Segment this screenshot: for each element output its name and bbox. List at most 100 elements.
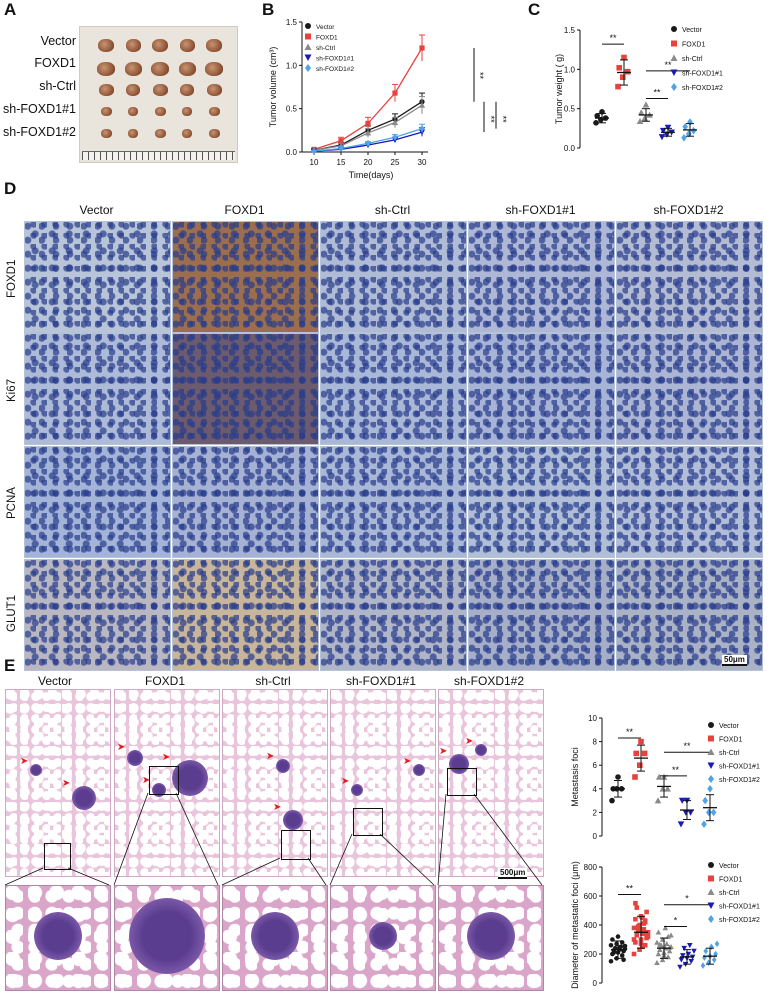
marker-sh-foxd1-2-legend [708,775,714,783]
marker-vector-point [594,112,600,119]
marker-sh-foxd1-1-point [691,948,697,954]
marker-sh-ctrl-point [641,114,649,121]
tumor-sample [208,129,220,138]
marker-sh-ctrl-legend [670,54,678,61]
panel-e-col-labels: Vector FOXD1 sh-Ctrl sh-FOXD1#1 sh-FOXD1… [5,674,545,690]
tumor-sample [205,61,223,76]
marker-sh-foxd1-1-legend [670,69,678,76]
e1-y-tick-label: 8 [593,738,598,747]
tumor-sample [182,106,192,116]
row-label-vector: Vector [40,34,76,48]
lung-zoom-image [330,885,436,991]
col-label-sh-ctrl: sh-Ctrl [374,203,411,217]
marker-sh-foxd1-1-point [677,964,683,970]
marker-sh-ctrl-legend [707,888,715,895]
marker-sh-foxd1-2-legend [708,915,714,923]
tumor-sample [208,106,220,116]
chart-e-metastasis-foci: 0 2 4 6 8 10 Metastasis foci ** ** ** Vector FOXD1 s… [570,714,760,841]
marker-sh-foxd1-2-legend [305,64,311,72]
ihc-image [320,559,467,671]
marker-sh-foxd1-1-legend [707,902,715,909]
marker-sh-foxd1-2-point [711,956,717,964]
tumor-sample [154,129,166,138]
ihc-image [616,221,763,333]
e2-sig-label-1: ** [626,884,634,894]
metastatic-nodule-zoomed [129,898,205,974]
marker-sh-foxd1-1-point [678,957,685,963]
ihc-image [320,446,467,558]
marker-foxd1-point [621,54,627,61]
marker-foxd1-point [644,909,649,915]
marker-foxd1-point [632,774,638,780]
tumor-sample [182,129,192,138]
marker-foxd1-point [633,940,638,945]
marker-sh-foxd1-2-point [714,940,720,948]
metastatic-nodule-zoomed [251,912,299,960]
lung-overview-image: ➤ ➤ [5,689,111,877]
tumor-sample [97,61,115,76]
marker-sh-foxd1-2-point [681,133,687,142]
marker-foxd1-point [624,68,631,75]
marker-sh-ctrl-point [642,101,650,108]
panel-letter-b: B [262,0,275,19]
c-sig-label-2: ** [653,87,661,97]
legend-label-foxd1: FOXD1 [682,42,705,49]
marker-foxd1-point [633,900,638,906]
marker-sh-foxd1-1-point [685,951,692,957]
ihc-image [172,221,319,333]
tumor-sample [206,39,222,52]
b-y-tick-label: 1.5 [286,18,298,27]
marker-sh-foxd1-2-point [701,820,707,828]
marker-sh-foxd1-1-point [658,134,666,141]
panel-d-col-labels: Vector FOXD1 sh-Ctrl sh-FOXD1#1 sh-FOXD1… [24,203,769,219]
scale-bar-e: 500μm [498,868,528,879]
marker-vector-point [619,953,625,958]
marker-vector-point [608,943,614,948]
marker-foxd1-point [615,83,621,90]
tumor-photo [79,26,238,163]
marker-foxd1-point [631,925,637,931]
legend-label-sh-ctrl: sh-Ctrl [719,750,740,757]
marker-sh-ctrl-legend [304,43,312,50]
chart-c-tumor-weight: 0.0 0.5 1.0 1.5 Tumor weight ( g) ** ** ** Vecto… [554,26,723,153]
marker-vector-legend [708,862,714,868]
zoom-connector [307,857,327,886]
legend-label-vector: Vector [719,863,740,870]
panel-letter-e: E [4,656,16,675]
marker-foxd1-legend [671,40,677,47]
metastatic-nodule-zoomed [369,922,397,950]
e-col-label-sh-foxd1-2: sh-FOXD1#2 [453,674,525,688]
ihc-image [320,333,467,445]
b-x-axis-label: Time(days) [349,170,394,180]
tumor-sample [124,61,142,76]
zoom-connector [379,833,435,886]
marker-sh-foxd1-2-b-point [338,144,344,153]
metastatic-nodule [127,750,143,766]
marker-foxd1-point [633,750,639,757]
tumor-sample [180,84,194,96]
tumor-sample [152,39,168,52]
legend-label-sh-ctrl: sh-Ctrl [719,890,740,897]
metastatic-nodule [72,786,96,810]
marker-sh-foxd1-2-point [713,950,718,958]
panel-letter-d: D [4,179,17,198]
marker-sh-ctrl-point [659,936,666,942]
legend-label-sh-foxd1-2: sh-FOXD1#2 [719,777,760,784]
marker-sh-foxd1-1-point [678,797,686,804]
ihc-image [172,333,319,445]
ihc-image [468,221,615,333]
lung-zoom-image [114,885,220,991]
marker-sh-foxd1-1-point [687,809,694,816]
marker-foxd1-point [616,64,622,71]
lung-overview-image: ➤ ➤ [222,689,328,877]
lung-zoom-image [5,885,111,991]
marker-sh-ctrl-point [657,941,663,947]
marker-foxd1-point [642,943,648,948]
marker-foxd1-point [644,931,649,936]
e1-y-tick-label: 10 [588,714,597,723]
legend-label-sh-foxd1-1: sh-FOXD1#1 [316,56,354,63]
legend-label-sh-foxd1-1: sh-FOXD1#1 [719,764,760,771]
ihc-image [24,333,171,445]
marker-sh-ctrl-point [636,117,644,125]
marker-foxd1-point [640,944,645,950]
